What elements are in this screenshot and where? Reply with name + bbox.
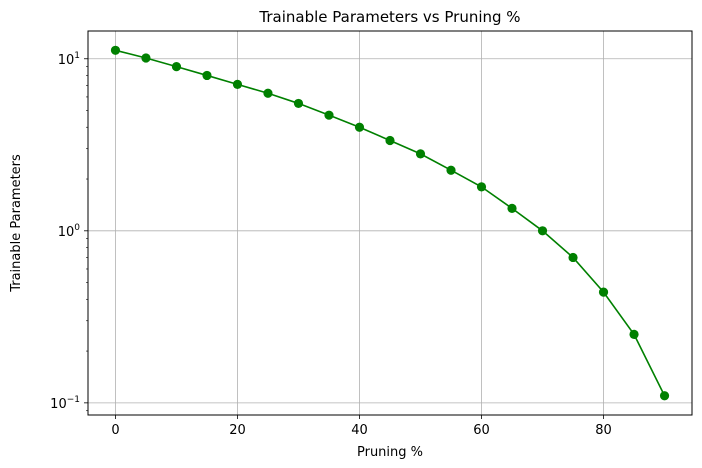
data-point xyxy=(171,62,182,72)
x-tick-label: 20 xyxy=(229,423,246,438)
data-point xyxy=(629,329,639,339)
data-point xyxy=(141,53,151,63)
y-axis-title: Trainable Parameters xyxy=(9,154,24,293)
y-tick-label: 101 xyxy=(58,51,80,68)
data-point xyxy=(537,226,548,236)
data-point xyxy=(476,182,487,192)
grid xyxy=(88,31,692,415)
data-point xyxy=(415,149,426,159)
data-point xyxy=(232,79,243,89)
chart-title: Trainable Parameters vs Pruning % xyxy=(258,8,520,26)
y-tick-label: 100 xyxy=(58,223,81,240)
data-point xyxy=(202,70,212,81)
x-tick-label: 60 xyxy=(473,423,490,438)
data-point xyxy=(324,110,334,120)
series-layer xyxy=(110,45,670,401)
data-point xyxy=(446,165,456,175)
plot-frame xyxy=(87,30,693,416)
x-tick-label: 0 xyxy=(111,423,119,438)
data-point xyxy=(568,252,578,263)
ticks: 0 20 40 60 80 10−1 100 101 xyxy=(50,51,612,438)
x-axis-title: Pruning % xyxy=(357,445,423,460)
data-point xyxy=(293,98,304,109)
data-point xyxy=(598,287,609,297)
data-point xyxy=(110,45,121,55)
data-point xyxy=(263,88,273,98)
data-point xyxy=(507,203,517,213)
x-tick-label: 40 xyxy=(351,423,368,438)
data-point xyxy=(354,122,365,132)
data-point xyxy=(659,391,670,401)
y-tick-label: 10−1 xyxy=(50,395,80,412)
data-point xyxy=(385,135,395,146)
x-tick-label: 80 xyxy=(595,423,612,438)
